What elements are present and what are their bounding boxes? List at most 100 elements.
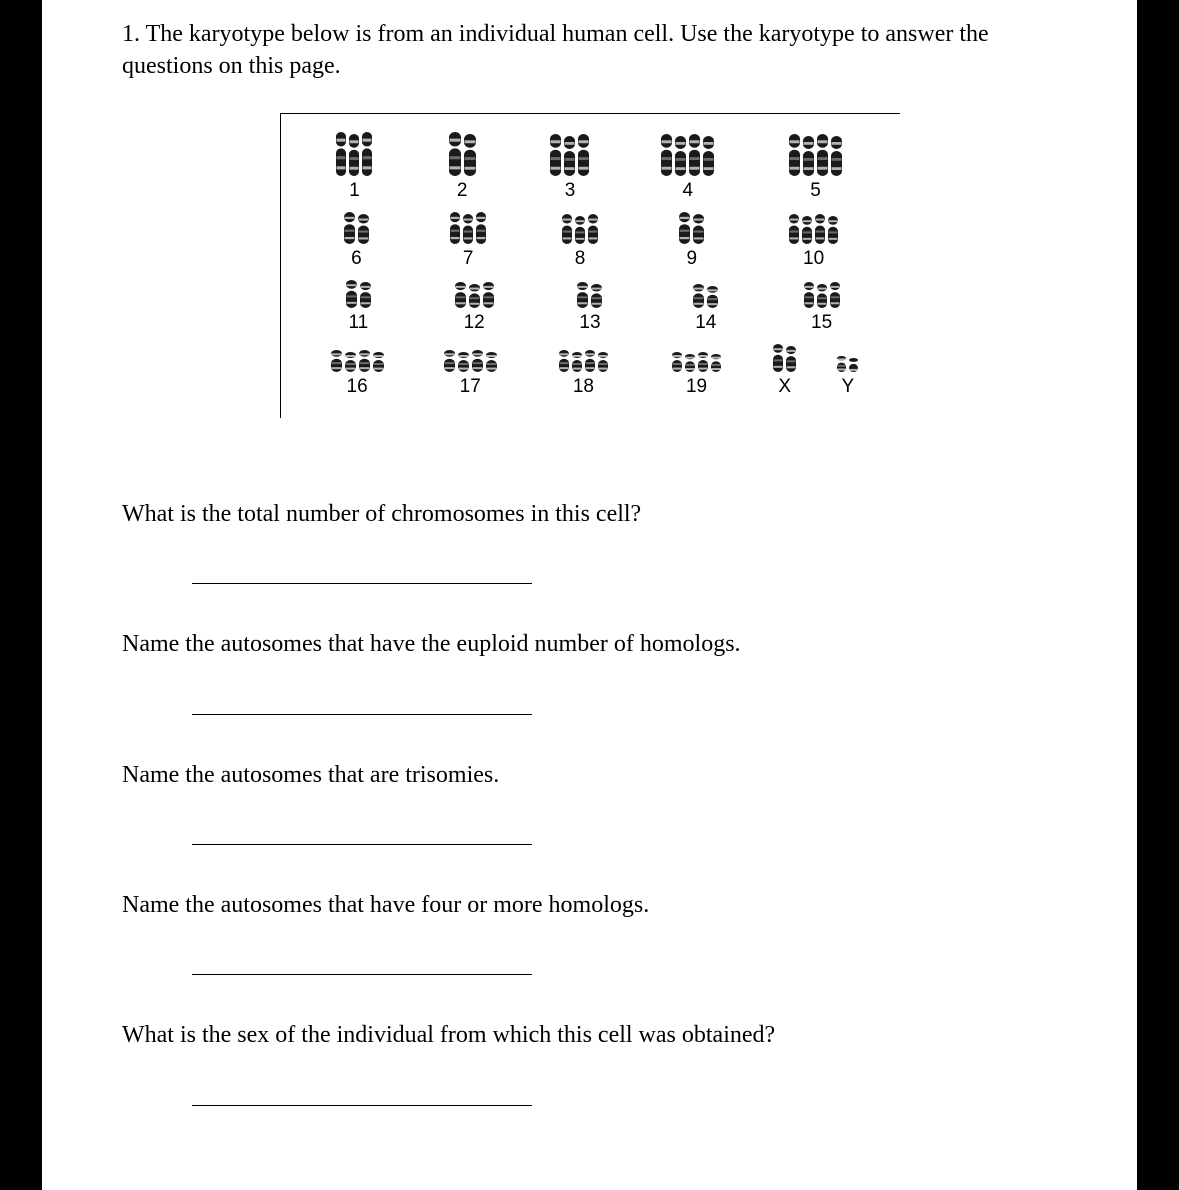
karyotype-row: 6 7 8 9 10: [301, 212, 880, 270]
answer-blank-3[interactable]: [192, 817, 532, 845]
chromosome-icon: [828, 216, 838, 244]
chromosome-icon: [476, 212, 486, 244]
chromosome-icon: [449, 132, 461, 176]
chromosome-group-18: 18: [533, 350, 633, 398]
answer-blank-4[interactable]: [192, 947, 532, 975]
chromosome-icon: [360, 282, 371, 308]
chromosome-icon: [331, 350, 342, 372]
chromosome-icon: [550, 134, 561, 176]
chromosome-icon: [802, 216, 812, 244]
chromosome-set: [550, 134, 589, 176]
chromosome-set: [559, 350, 608, 372]
chromosome-icon: [698, 352, 708, 372]
chromosome-icon: [577, 282, 588, 308]
chromosome-set: [336, 132, 372, 176]
chromosome-set: [444, 350, 497, 372]
chromosome-icon: [472, 350, 483, 372]
question-1: What is the total number of chromosomes …: [122, 498, 1057, 530]
chromosome-icon: [672, 352, 682, 372]
chromosome-icon: [336, 132, 346, 176]
chromosome-label: 2: [457, 180, 468, 202]
chromosome-set: [577, 282, 602, 308]
chromosome-icon: [803, 136, 814, 176]
chromosome-group-5: 5: [766, 134, 866, 202]
chromosome-icon: [786, 346, 796, 372]
chromosome-group-13: 13: [550, 282, 630, 334]
chromosome-set: [449, 132, 476, 176]
chromosome-label: 19: [686, 376, 707, 398]
chromosome-set: [693, 284, 718, 308]
chromosome-label: 15: [811, 312, 832, 334]
chromosome-icon: [362, 132, 372, 176]
chromosome-icon: [345, 352, 356, 372]
chromosome-set: [455, 282, 494, 308]
chromosome-icon: [703, 136, 714, 176]
karyotype-row: 1 2 3 4 5: [301, 132, 880, 202]
chromosome-icon: [578, 134, 589, 176]
chromosome-set: [837, 356, 858, 372]
chromosome-label: 13: [579, 312, 600, 334]
chromosome-icon: [685, 354, 695, 372]
chromosome-icon: [463, 214, 473, 244]
chromosome-icon: [349, 134, 359, 176]
chromosome-group-16: 16: [307, 350, 407, 398]
chromosome-icon: [564, 136, 575, 176]
chromosome-label: 4: [682, 180, 693, 202]
answer-blank-5[interactable]: [192, 1078, 532, 1106]
chromosome-label: 7: [463, 248, 474, 270]
chromosome-group-17: 17: [420, 350, 520, 398]
chromosome-icon: [444, 350, 455, 372]
chromosome-icon: [831, 136, 842, 176]
chromosome-group-11: 11: [318, 280, 398, 334]
chromosome-icon: [591, 284, 602, 308]
chromosome-label: Y: [842, 376, 855, 398]
chromosome-set: [331, 350, 384, 372]
chromosome-set: [562, 214, 598, 244]
chromosome-icon: [815, 214, 825, 244]
chromosome-icon: [455, 282, 466, 308]
chromosome-label: 3: [565, 180, 576, 202]
chromosome-group-8: 8: [540, 214, 620, 270]
karyotype-diagram: 12345678910111213141516171819XY: [280, 113, 900, 418]
chromosome-icon: [693, 284, 704, 308]
answer-blank-1[interactable]: [192, 556, 532, 584]
chromosome-icon: [707, 286, 718, 308]
chromosome-group-14: 14: [666, 284, 746, 334]
chromosome-label: 5: [810, 180, 821, 202]
chromosome-group-6: 6: [316, 212, 396, 270]
chromosome-icon: [849, 358, 858, 372]
chromosome-icon: [693, 214, 704, 244]
chromosome-group-1: 1: [314, 132, 394, 202]
chromosome-label: 10: [803, 248, 824, 270]
chromosome-icon: [588, 214, 598, 244]
chromosome-label: 18: [573, 376, 594, 398]
chromosome-icon: [773, 344, 783, 372]
chromosome-label: 9: [686, 248, 697, 270]
chromosome-group-3: 3: [530, 134, 610, 202]
chromosome-icon: [679, 212, 690, 244]
chromosome-set: [450, 212, 486, 244]
chromosome-icon: [661, 134, 672, 176]
chromosome-label: 1: [349, 180, 360, 202]
chromosome-group-19: 19: [647, 352, 747, 398]
chromosome-icon: [598, 352, 608, 372]
chromosome-icon: [789, 134, 800, 176]
chromosome-icon: [575, 216, 585, 244]
chromosome-label: 12: [464, 312, 485, 334]
chromosome-icon: [711, 354, 721, 372]
chromosome-icon: [572, 352, 582, 372]
chromosome-icon: [450, 212, 460, 244]
chromosome-label: 8: [575, 248, 586, 270]
chromosome-icon: [804, 282, 814, 308]
chromosome-set: [679, 212, 704, 244]
question-2: Name the autosomes that have the euploid…: [122, 628, 1057, 660]
chromosome-icon: [585, 350, 595, 372]
chromosome-label: 16: [347, 376, 368, 398]
chromosome-icon: [817, 134, 828, 176]
answer-blank-2[interactable]: [192, 687, 532, 715]
chromosome-icon: [358, 214, 369, 244]
chromosome-set: [773, 344, 796, 372]
chromosome-set: [789, 134, 842, 176]
chromosome-set: [789, 214, 838, 244]
chromosome-label: 11: [349, 312, 369, 334]
